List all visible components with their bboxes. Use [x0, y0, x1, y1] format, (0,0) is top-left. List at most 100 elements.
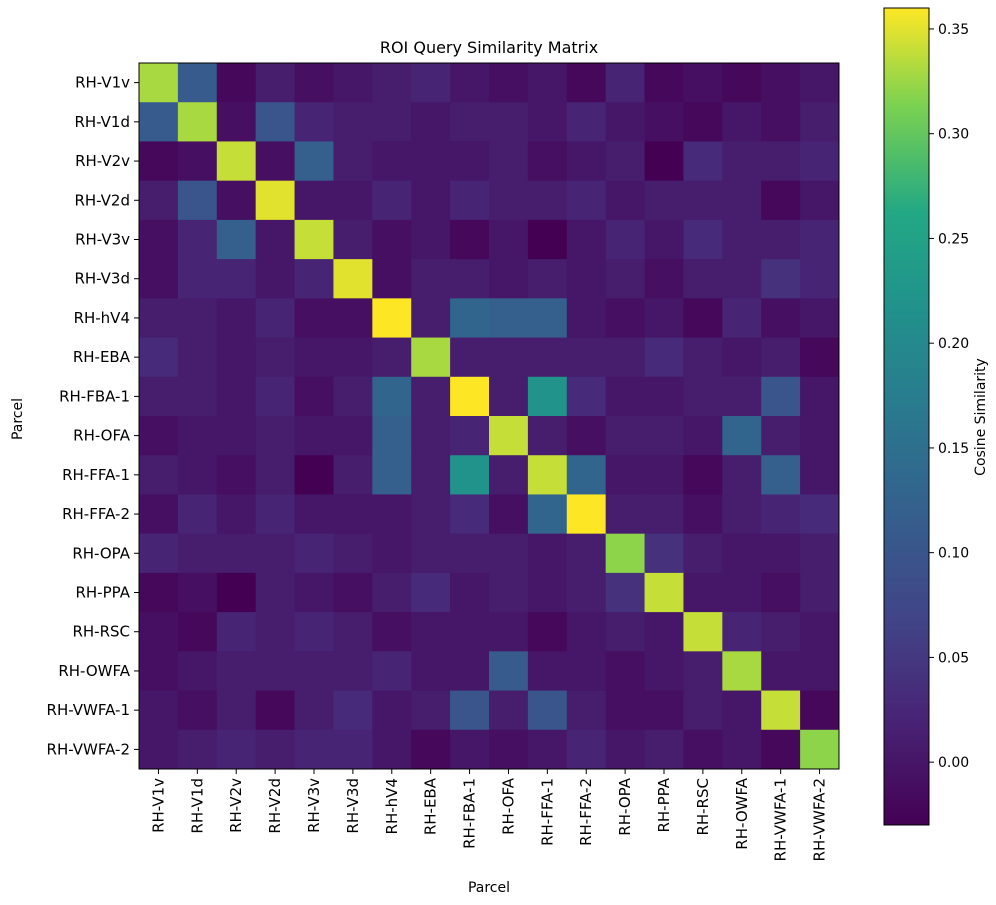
heatmap-cell: [605, 455, 646, 495]
heatmap-cell: [216, 141, 257, 182]
heatmap-cell: [722, 63, 762, 103]
heatmap-cell: [644, 63, 684, 103]
heatmap-cell: [722, 259, 762, 299]
heatmap-cell: [722, 141, 762, 182]
x-tick-label: RH-RSC: [694, 778, 712, 836]
heatmap-cell: [527, 376, 568, 417]
heatmap-cell: [255, 219, 296, 260]
heatmap-cell: [216, 690, 257, 731]
heatmap-cell: [605, 612, 646, 652]
heatmap-cell: [216, 219, 257, 260]
heatmap-cell: [216, 572, 257, 613]
heatmap-cell: [450, 259, 490, 299]
heatmap-cell: [722, 612, 762, 652]
heatmap-cell: [644, 102, 684, 142]
heatmap-cell: [216, 298, 257, 339]
heatmap-cell: [644, 572, 684, 613]
x-tick-label: RH-VWFA-1: [772, 778, 790, 861]
x-tick-label: RH-V3d: [344, 778, 362, 834]
heatmap-cell: [450, 63, 490, 103]
heatmap-cell: [372, 337, 412, 378]
x-axis-label: Parcel: [468, 880, 510, 896]
heatmap-cell: [450, 651, 490, 692]
heatmap-cell: [566, 455, 607, 495]
heatmap-cell: [761, 612, 801, 652]
heatmap-cell: [216, 455, 257, 495]
heatmap-cell: [644, 259, 684, 299]
heatmap-cell: [683, 141, 723, 182]
heatmap-cell: [489, 376, 529, 417]
heatmap-cell: [644, 455, 684, 495]
heatmap-cell: [527, 298, 568, 339]
colorbar: [883, 7, 930, 826]
heatmap-cell: [294, 259, 334, 299]
heatmap-cell: [139, 180, 179, 221]
heatmap-cell: [294, 298, 334, 339]
colorbar-label: Cosine Similarity: [973, 358, 989, 476]
heatmap-cell: [411, 494, 451, 535]
heatmap-cell: [527, 651, 568, 692]
heatmap-cell: [605, 180, 646, 221]
heatmap-cell: [294, 376, 334, 417]
heatmap-cell: [605, 729, 646, 770]
heatmap-cell: [722, 690, 762, 731]
heatmap-cell: [372, 259, 412, 299]
heatmap-cell: [761, 533, 801, 574]
heatmap-cell: [411, 376, 451, 417]
y-tick-label: RH-EBA: [73, 348, 131, 366]
heatmap-cell: [139, 298, 179, 339]
heatmap-cell: [255, 612, 296, 652]
x-tick-label: RH-V2d: [266, 778, 284, 834]
heatmap-cell: [372, 651, 412, 692]
colorbar-tick-label: 0.05: [938, 650, 969, 666]
heatmap-cell: [372, 572, 412, 613]
y-tick-label: RH-V1d: [74, 113, 130, 131]
heatmap-cell: [411, 690, 451, 731]
heatmap-cell: [411, 219, 451, 260]
heatmap-cell: [255, 63, 296, 103]
heatmap-cell: [294, 219, 334, 260]
heatmap-cell: [761, 494, 801, 535]
heatmap-cell: [139, 219, 179, 260]
heatmap-cell: [411, 337, 451, 378]
heatmap-cell: [333, 141, 373, 182]
heatmap-cell: [722, 533, 762, 574]
heatmap-cell: [255, 141, 296, 182]
heatmap-cell: [489, 690, 529, 731]
heatmap-cell: [527, 102, 568, 142]
heatmap-cell: [294, 180, 334, 221]
y-tick-label: RH-V3d: [74, 270, 130, 288]
heatmap-cell: [722, 298, 762, 339]
heatmap-cell: [683, 219, 723, 260]
heatmap-cell: [177, 494, 218, 535]
heatmap-cell: [605, 63, 646, 103]
heatmap-cell: [722, 337, 762, 378]
heatmap-cell: [333, 180, 373, 221]
heatmap-cell: [605, 572, 646, 613]
heatmap-cell: [255, 572, 296, 613]
heatmap-cell: [566, 729, 607, 770]
heatmap-cell: [722, 572, 762, 613]
heatmap-cell: [761, 416, 801, 456]
heatmap-cell: [683, 572, 723, 613]
heatmap-cell: [333, 259, 373, 299]
heatmap-cell: [566, 259, 607, 299]
heatmap-cell: [177, 612, 218, 652]
heatmap-cell: [411, 102, 451, 142]
x-tick-labels: RH-V1v RH-V1d RH-V2v RH-V2d RH-V3v RH-V3d RH-h…: [149, 769, 829, 861]
heatmap-cell: [489, 612, 529, 652]
heatmap-cell: [644, 141, 684, 182]
heatmap-cell: [177, 729, 218, 770]
heatmap-cell: [761, 298, 801, 339]
y-tick-label: RH-VWFA-1: [47, 701, 130, 719]
heatmap-cell: [644, 219, 684, 260]
heatmap-cell: [177, 651, 218, 692]
y-tick-label: RH-V3v: [75, 231, 130, 249]
heatmap-cell: [489, 494, 529, 535]
heatmap-cell: [216, 494, 257, 535]
heatmap-cell: [489, 729, 529, 770]
heatmap-cell: [683, 102, 723, 142]
colorbar-tick-label: 0.35: [938, 22, 969, 38]
heatmap-cell: [489, 102, 529, 142]
